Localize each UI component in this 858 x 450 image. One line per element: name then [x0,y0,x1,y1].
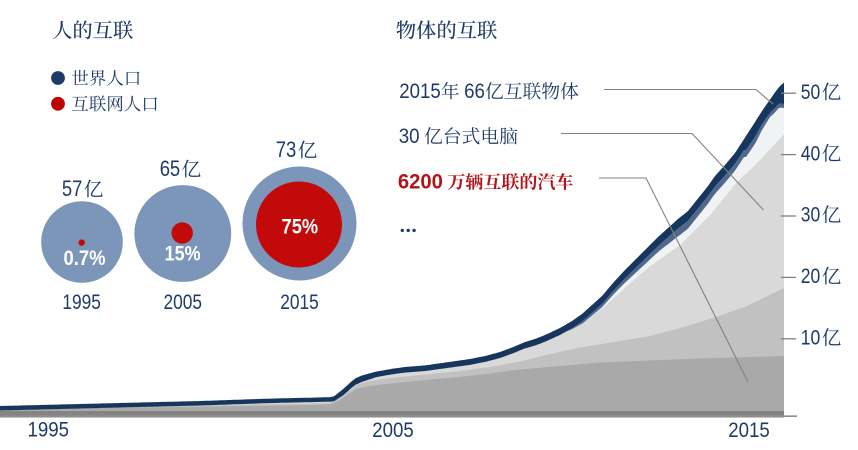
svg-text:0.7%: 0.7% [64,247,106,270]
svg-text:15%: 15% [165,243,201,266]
svg-text:65: 65 [160,156,181,181]
svg-text:50: 50 [801,81,821,104]
svg-text:73: 73 [276,137,297,162]
svg-text:57: 57 [62,176,83,201]
svg-text:2015: 2015 [399,80,441,103]
svg-text:75%: 75% [282,215,319,238]
svg-text:1995: 1995 [27,418,69,441]
svg-text:20: 20 [801,265,821,288]
svg-text:2015: 2015 [280,291,319,314]
svg-text:66: 66 [464,80,485,103]
svg-text:40: 40 [801,142,821,165]
svg-text:2005: 2005 [164,291,203,314]
svg-text:2005: 2005 [372,419,414,442]
svg-text:1995: 1995 [62,291,101,314]
svg-text:10: 10 [801,327,821,350]
svg-text:30: 30 [801,204,821,227]
svg-text:6200: 6200 [398,170,443,193]
svg-text:30: 30 [399,125,420,148]
svg-text:2015: 2015 [728,419,770,442]
